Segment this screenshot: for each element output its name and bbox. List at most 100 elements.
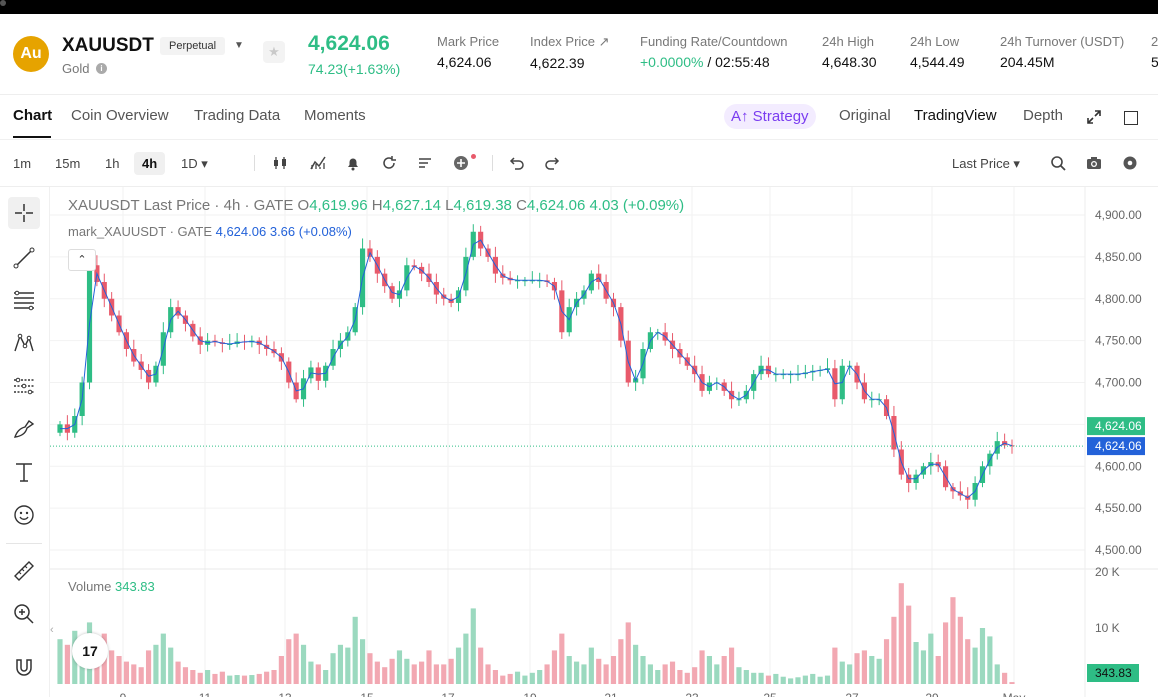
- undo-icon[interactable]: [509, 155, 525, 171]
- timeframe-1d-dropdown[interactable]: 1D ▾: [181, 156, 208, 171]
- candles-icon[interactable]: [272, 155, 288, 171]
- camera-icon[interactable]: [1086, 155, 1102, 171]
- volume-bar: [610, 656, 617, 684]
- settings-icon[interactable]: [1122, 155, 1138, 171]
- view-tradingview[interactable]: TradingView: [914, 107, 997, 124]
- volume-bar: [906, 605, 912, 684]
- volume-bar: [588, 647, 594, 684]
- text-tool[interactable]: [8, 456, 40, 488]
- volume-bar: [153, 644, 159, 684]
- chart-toolbar: 1m 15m 1h 4h 1D ▾ Last Price ▾: [0, 140, 1158, 186]
- brush-tool[interactable]: [8, 413, 40, 445]
- pattern-tool[interactable]: [8, 327, 40, 359]
- volume-axis-tick-label: 10 K: [1095, 621, 1120, 635]
- expand-icon[interactable]: [1087, 110, 1101, 124]
- stat-24h-high: 24h High 4,648.30: [822, 34, 877, 70]
- chart-area[interactable]: 4,900.00 4,850.00 4,800.00 4,750.00 4,700.00…: [50, 187, 1158, 697]
- info-icon[interactable]: i: [96, 63, 107, 74]
- candle-body: [773, 374, 779, 376]
- replay-icon[interactable]: [381, 155, 397, 171]
- text-icon: [16, 463, 32, 482]
- view-original[interactable]: Original: [839, 107, 891, 124]
- crosshair-tool[interactable]: [8, 197, 40, 229]
- stat-label[interactable]: Funding Rate/Countdown: [640, 34, 788, 49]
- volume-bar: [219, 671, 225, 684]
- strategy-button[interactable]: A↑ Strategy: [724, 104, 816, 129]
- window-icon[interactable]: [1124, 111, 1138, 125]
- volume-bar: [957, 616, 963, 684]
- symbol-name[interactable]: XAUUSDT: [62, 35, 154, 56]
- volume-bar: [374, 661, 380, 684]
- collapse-legend-button[interactable]: ⌃: [68, 249, 96, 271]
- drawing-tools-sidebar: [0, 187, 50, 697]
- volume-bar: [802, 675, 808, 684]
- volume-bar: [780, 676, 786, 684]
- candle-body: [780, 374, 786, 376]
- tab-moments[interactable]: Moments: [304, 107, 366, 124]
- scroll-left-icon[interactable]: ‹: [50, 624, 54, 636]
- volume-bar: [706, 656, 713, 684]
- volume-bar: [824, 675, 831, 684]
- zoom-in-tool[interactable]: [8, 598, 40, 630]
- candlestick-chart[interactable]: 4,900.00 4,850.00 4,800.00 4,750.00 4,700.00…: [50, 187, 1158, 697]
- timeframe-1h[interactable]: 1h: [105, 156, 120, 171]
- tab-chart[interactable]: Chart: [13, 107, 53, 124]
- volume-bar: [404, 658, 410, 684]
- add-icon[interactable]: [453, 155, 469, 171]
- position-tool[interactable]: [8, 370, 40, 402]
- ruler-tool[interactable]: [8, 555, 40, 587]
- volume-bar: [470, 608, 476, 684]
- volume-bar: [190, 670, 196, 684]
- emoji-tool[interactable]: [8, 499, 40, 531]
- timeframe-15m[interactable]: 15m: [55, 156, 81, 171]
- trendline-tool[interactable]: [8, 242, 40, 274]
- stat-label[interactable]: Index Price ↗: [530, 34, 610, 49]
- favorite-star-icon[interactable]: ★: [263, 41, 285, 63]
- volume-bar: [529, 672, 535, 684]
- tab-trading-data[interactable]: Trading Data: [194, 107, 281, 124]
- alert-icon[interactable]: [345, 155, 361, 171]
- templates-icon[interactable]: [417, 155, 433, 171]
- legend-high-label: H: [371, 197, 383, 214]
- legend-close-label: C: [516, 197, 527, 214]
- volume-bar: [441, 664, 447, 684]
- stat-label[interactable]: Mark Price: [437, 34, 500, 49]
- price-type-select[interactable]: Last Price ▾: [952, 156, 1020, 171]
- trendline-icon: [13, 247, 35, 269]
- volume-bar: [271, 670, 277, 684]
- magnet-tool[interactable]: [8, 652, 40, 684]
- window-corner-dot: [0, 0, 6, 6]
- notification-dot: [471, 154, 476, 159]
- x-axis-tick-label: 17: [441, 691, 455, 697]
- x-axis-tick-label: 29: [925, 691, 939, 697]
- timeframe-4h[interactable]: 4h: [134, 152, 166, 175]
- volume-bar: [987, 636, 993, 684]
- volume-bar: [1009, 682, 1015, 684]
- tab-coin-overview[interactable]: Coin Overview: [71, 107, 169, 124]
- volume-bar: [205, 670, 211, 684]
- timeframe-1m[interactable]: 1m: [13, 156, 32, 171]
- legend-title: XAUUSDT Last Price · 4h · GATE: [68, 197, 294, 214]
- x-axis-tick-label: May: [1003, 691, 1026, 697]
- volume-bar: [869, 656, 875, 684]
- symbol-dropdown-chevron-icon[interactable]: ▼: [234, 40, 244, 51]
- volume-bar: [64, 644, 70, 684]
- indicators-icon[interactable]: [310, 155, 326, 171]
- mark-price-legend: mark_XAUUSDT · GATE 4,624.06 3.66 (+0.08…: [68, 224, 352, 239]
- stat-label: 24h Turnover (USDT): [1000, 34, 1125, 49]
- tradingview-logo[interactable]: 17: [72, 633, 108, 669]
- coin-logo: Au: [13, 36, 49, 72]
- mark-legend-label: mark_XAUUSDT · GATE: [68, 224, 212, 239]
- last-price-tag: [1087, 417, 1145, 436]
- redo-icon[interactable]: [544, 155, 560, 171]
- volume-bar: [861, 650, 867, 684]
- fib-tool[interactable]: [8, 284, 40, 316]
- volume-bar: [286, 639, 292, 684]
- volume-bar: [359, 639, 366, 684]
- stat-mark-price: Mark Price 4,624.06: [437, 34, 499, 70]
- search-icon[interactable]: [1050, 155, 1066, 171]
- stat-index-price: Index Price ↗ 4,622.39: [530, 34, 610, 71]
- volume-bar: [227, 675, 233, 684]
- view-depth[interactable]: Depth: [1023, 107, 1064, 124]
- volume-bar: [795, 677, 801, 684]
